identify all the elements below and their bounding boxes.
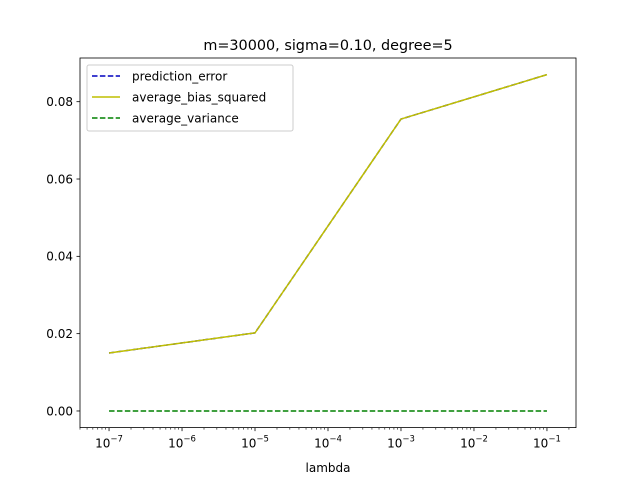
- x-tick-label-exponent: −2: [475, 435, 488, 445]
- series-line-average-bias-squared: [108, 73, 548, 354]
- x-tick-label-base: 10: [533, 437, 548, 451]
- legend-box: [86, 64, 294, 132]
- x-tick-label-exponent: −7: [110, 435, 123, 445]
- y-tick-label: 0.04: [46, 250, 73, 264]
- x-axis: 10−7 10−6 10−5 10−4 10−3 10−2 10−1: [79, 427, 570, 451]
- x-tick-label-base: 10: [241, 437, 256, 451]
- x-tick-label-exponent: −5: [256, 435, 269, 445]
- x-tick-label-exponent: −1: [548, 435, 561, 445]
- x-tick-label-base: 10: [314, 437, 329, 451]
- x-tick-label: 10−3: [387, 435, 415, 451]
- y-axis: 0.00 0.02 0.04 0.06 0.08: [46, 95, 80, 418]
- y-tick-label: 0.08: [46, 95, 73, 109]
- x-tick-label-exponent: −4: [329, 435, 342, 445]
- x-tick-label-base: 10: [95, 437, 110, 451]
- x-tick-label: 10−7: [95, 435, 123, 451]
- legend-label: prediction_error: [132, 69, 227, 83]
- x-tick-label: 10−6: [168, 435, 196, 451]
- x-tick-label: 10−5: [241, 435, 269, 451]
- series-layer: [108, 73, 548, 412]
- legend-label: average_variance: [132, 111, 239, 125]
- legend: prediction_error average_bias_squaredaver…: [86, 64, 294, 132]
- y-tick-label: 0.06: [46, 172, 73, 186]
- x-tick-label-exponent: −3: [402, 435, 415, 445]
- chart-title: m=30000, sigma=0.10, degree=5: [203, 38, 452, 54]
- x-tick-label-base: 10: [168, 437, 183, 451]
- x-tick-label-exponent: −6: [183, 435, 196, 445]
- x-axis-label: lambda: [306, 461, 351, 475]
- x-tick-label: 10−4: [314, 435, 342, 451]
- x-tick-label: 10−1: [533, 435, 561, 451]
- x-tick-label-base: 10: [460, 437, 475, 451]
- y-tick-label: 0.00: [46, 404, 73, 418]
- y-tick-label: 0.02: [46, 327, 73, 341]
- x-tick-label-base: 10: [387, 437, 402, 451]
- legend-label: average_bias_squared: [132, 90, 266, 104]
- x-tick-label: 10−2: [460, 435, 488, 451]
